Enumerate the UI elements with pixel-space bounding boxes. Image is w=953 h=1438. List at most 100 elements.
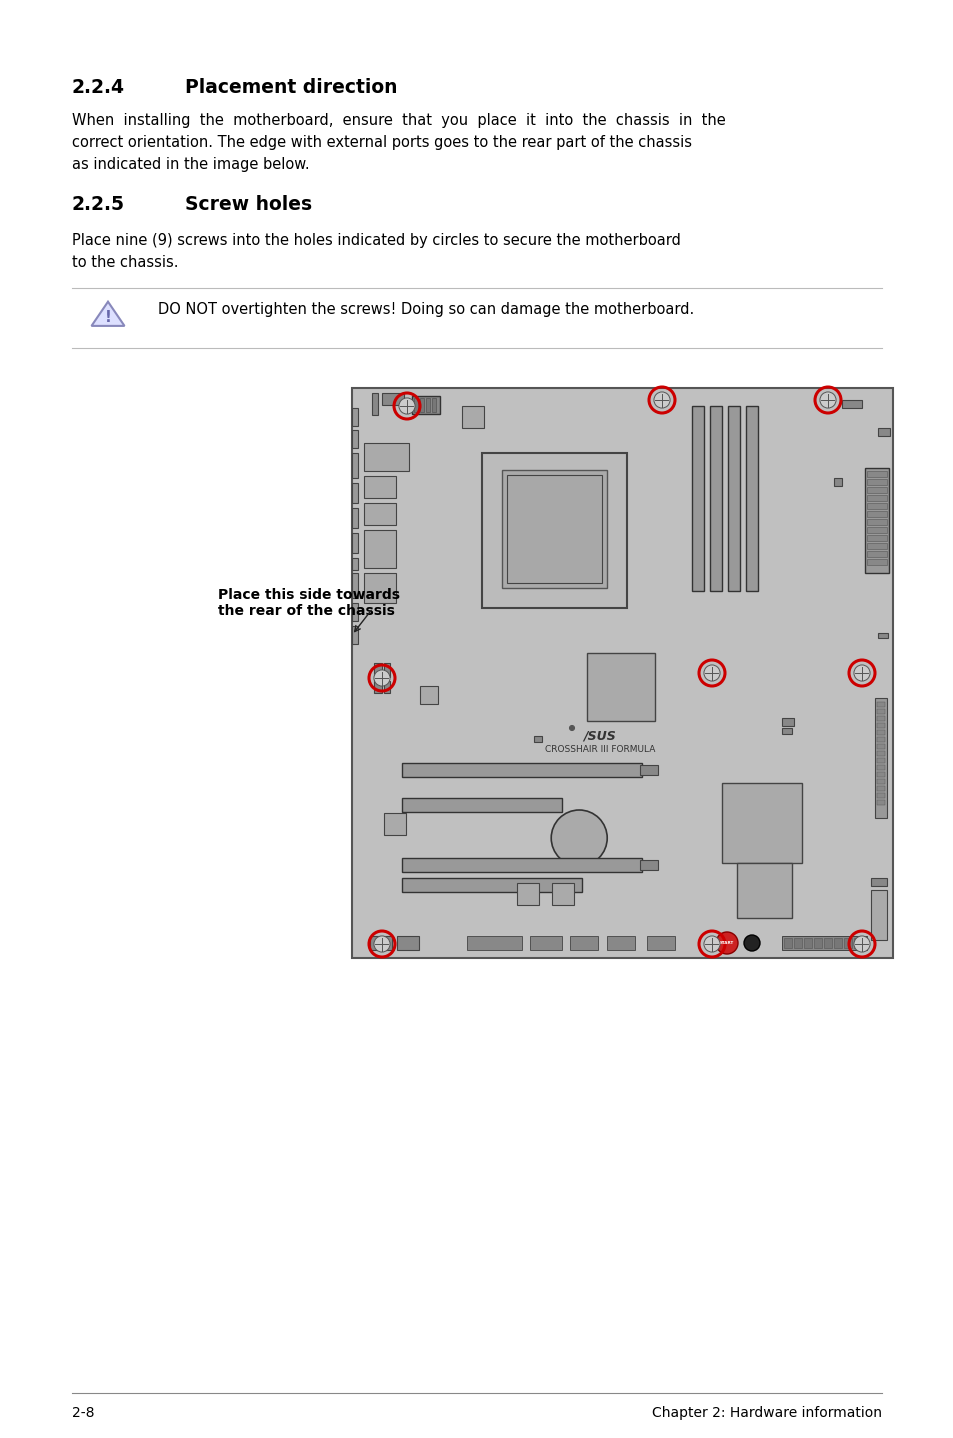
Bar (877, 633, 887, 638)
Bar (639, 860, 658, 870)
Bar (401, 879, 581, 892)
Bar (876, 779, 884, 784)
Text: Placement direction: Placement direction (185, 78, 397, 96)
Bar (506, 475, 601, 582)
Bar (381, 393, 403, 406)
Bar (876, 709, 884, 715)
Bar (352, 408, 357, 426)
Bar (414, 398, 417, 413)
Bar (737, 863, 791, 917)
Bar (501, 470, 606, 588)
Bar (352, 572, 357, 598)
Bar (461, 406, 483, 429)
Text: CROSSHAIR III FORMULA: CROSSHAIR III FORMULA (544, 745, 655, 755)
Bar (352, 533, 357, 554)
Bar (833, 938, 841, 948)
Text: Screw holes: Screw holes (185, 196, 312, 214)
Bar (783, 938, 791, 948)
Text: DO NOT overtighten the screws! Doing so can damage the motherboard.: DO NOT overtighten the screws! Doing so … (158, 302, 694, 316)
Bar (372, 393, 377, 416)
Circle shape (853, 664, 869, 682)
Bar (384, 812, 406, 835)
Text: correct orientation. The edge with external ports goes to the rear part of the c: correct orientation. The edge with exter… (71, 135, 691, 150)
Bar (467, 936, 521, 951)
Bar (876, 723, 884, 728)
Bar (530, 936, 561, 951)
Bar (833, 477, 841, 486)
Circle shape (743, 935, 760, 951)
Bar (823, 938, 831, 948)
Bar (352, 558, 357, 569)
Bar (364, 572, 395, 603)
Bar (841, 400, 862, 408)
Text: 2.2.5: 2.2.5 (71, 196, 125, 214)
Bar (803, 938, 811, 948)
Bar (876, 787, 884, 791)
Bar (419, 686, 437, 705)
Bar (843, 938, 851, 948)
Text: to the chassis.: to the chassis. (71, 255, 178, 270)
Bar (586, 653, 655, 720)
Bar (876, 765, 884, 769)
Text: 2.2.4: 2.2.4 (71, 78, 125, 96)
Bar (866, 503, 886, 509)
Bar (876, 751, 884, 756)
Bar (853, 938, 862, 948)
Bar (384, 663, 390, 677)
Bar (569, 936, 598, 951)
Bar (432, 398, 436, 413)
Bar (876, 716, 884, 720)
Bar (370, 936, 392, 951)
Bar (864, 467, 888, 572)
Bar (781, 936, 866, 951)
Circle shape (374, 936, 390, 952)
Bar (352, 453, 357, 477)
Text: as indicated in the image below.: as indicated in the image below. (71, 157, 310, 173)
Bar (866, 510, 886, 518)
Circle shape (569, 726, 574, 731)
Bar (401, 798, 561, 812)
Text: When  installing  the  motherboard,  ensure  that  you  place  it  into  the  ch: When installing the motherboard, ensure … (71, 114, 725, 128)
Circle shape (853, 936, 869, 952)
Bar (352, 626, 357, 644)
Bar (364, 531, 395, 568)
Bar (866, 551, 886, 557)
Text: Chapter 2: Hardware information: Chapter 2: Hardware information (651, 1406, 882, 1419)
Bar (876, 731, 884, 735)
Bar (793, 938, 801, 948)
Circle shape (398, 398, 415, 414)
Bar (352, 483, 357, 503)
Bar (876, 800, 884, 805)
Bar (866, 472, 886, 477)
Bar (426, 398, 430, 413)
Bar (352, 508, 357, 528)
Bar (866, 479, 886, 485)
Circle shape (551, 810, 606, 866)
Text: the rear of the chassis: the rear of the chassis (218, 604, 395, 618)
Circle shape (819, 393, 835, 408)
Bar (866, 544, 886, 549)
Bar (866, 526, 886, 533)
Bar (874, 697, 886, 818)
Bar (396, 936, 418, 951)
Bar (876, 792, 884, 798)
Bar (870, 879, 886, 886)
Bar (709, 406, 721, 591)
Text: 2-8: 2-8 (71, 1406, 94, 1419)
Bar (401, 764, 641, 777)
Circle shape (703, 936, 720, 952)
Text: Place this side towards: Place this side towards (218, 588, 399, 603)
Bar (870, 890, 886, 940)
Bar (781, 728, 791, 733)
Bar (481, 453, 626, 608)
Bar (727, 406, 740, 591)
Bar (866, 487, 886, 493)
Bar (352, 430, 357, 449)
Bar (646, 936, 675, 951)
Text: Place nine (9) screws into the holes indicated by circles to secure the motherbo: Place nine (9) screws into the holes ind… (71, 233, 680, 247)
Bar (412, 395, 439, 414)
Circle shape (653, 393, 669, 408)
Bar (691, 406, 703, 591)
Bar (813, 938, 821, 948)
Bar (419, 398, 423, 413)
